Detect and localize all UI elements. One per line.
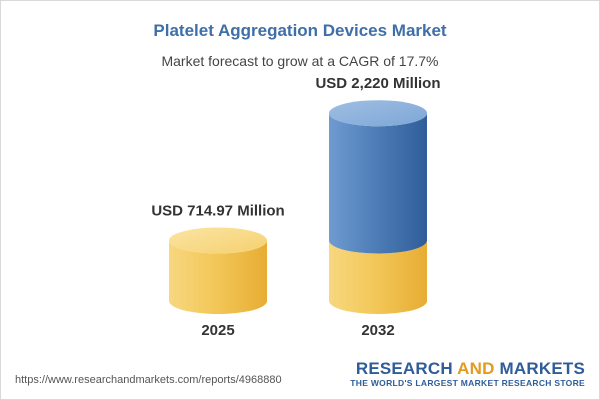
bar-2025-cylinder-top: [169, 227, 267, 254]
source-url[interactable]: https://www.researchandmarkets.com/repor…: [15, 374, 282, 386]
brand-logo: RESEARCH AND MARKETS THE WORLD'S LARGEST…: [350, 359, 585, 389]
bar-2032-growth-segment-body: [329, 113, 427, 254]
category-label-2025: 2025: [201, 322, 234, 339]
bar-2025: [169, 227, 267, 314]
bar-2032-growth-segment: [329, 100, 427, 254]
bar-2032: [329, 100, 427, 314]
chart-subtitle: Market forecast to grow at a CAGR of 17.…: [161, 53, 439, 69]
bar-2025-cylinder: [169, 227, 267, 314]
brand-and-text: AND: [457, 359, 495, 378]
bar-2025-cylinder-body: [169, 240, 267, 314]
value-label-2025: USD 714.97 Million: [151, 203, 284, 220]
bar-2032-growth-segment-top: [329, 100, 427, 127]
bar-2032-base-segment-body: [329, 240, 427, 314]
brand-markets-text: MARKETS: [499, 359, 585, 378]
chart-title: Platelet Aggregation Devices Market: [153, 21, 447, 40]
brand-tagline: THE WORLD'S LARGEST MARKET RESEARCH STOR…: [350, 378, 585, 388]
value-label-2032: USD 2,220 Million: [315, 75, 440, 92]
category-label-2032: 2032: [361, 322, 394, 339]
brand-research-text: RESEARCH: [355, 359, 453, 378]
bar-2032-base-segment: [329, 240, 427, 314]
brand-name: RESEARCH AND MARKETS: [350, 359, 585, 378]
